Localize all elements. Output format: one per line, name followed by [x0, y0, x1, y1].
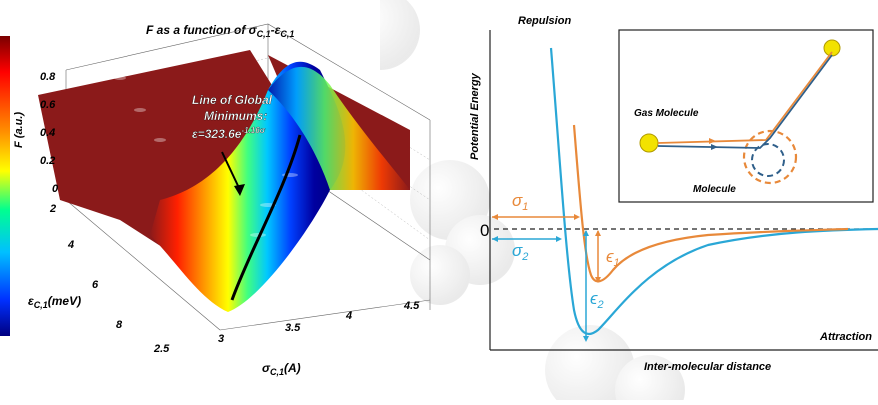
- x-tick: 4: [345, 310, 352, 322]
- trajectory-orange: [657, 51, 833, 144]
- global-minimum-line: [230, 134, 302, 301]
- trajectory-blue: [657, 54, 833, 149]
- molecule-outer-circle: [742, 129, 798, 185]
- y-tick: 2: [49, 203, 56, 215]
- x-tick: 3: [218, 333, 224, 345]
- z-axis-label: F (a.u.): [13, 112, 25, 148]
- attraction-label: Attraction: [819, 331, 872, 343]
- surface-plot-panel: F as a function of σC,1-εC,1: [0, 23, 431, 377]
- y-axis-label: Potential Energy: [469, 72, 481, 160]
- y-axis-label: εC,1(meV): [28, 294, 81, 310]
- x-axis-label: σC,1(A): [262, 361, 301, 377]
- potential-energy-panel: Repulsion Attraction Potential Energy In…: [448, 0, 878, 400]
- z-tick: 0: [52, 183, 59, 195]
- annotation-arrow-head: [234, 184, 245, 196]
- potential-energy-diagram: Repulsion Attraction Potential Energy In…: [469, 15, 878, 373]
- sigma2-label: σ2: [512, 241, 528, 263]
- z-axis-ticks: 0.8 0.6 0.4 0.2 0: [40, 71, 59, 195]
- epsilon2-arrow-bottom: [583, 336, 589, 342]
- molecule-inner-circle: [751, 143, 785, 177]
- annotation-line1: Line of Global: [192, 93, 273, 107]
- epsilon1-arrow-bottom: [595, 277, 601, 283]
- potential-curve-2: [549, 47, 878, 335]
- sigma2-arrow-left: [492, 236, 498, 242]
- z-tick: 0.4: [40, 127, 55, 139]
- x-tick: 3.5: [285, 322, 301, 334]
- plot-title: F as a function of σC,1-εC,1: [146, 23, 294, 39]
- epsilon1-label: ϵ1: [606, 247, 620, 269]
- zero-label: 0: [480, 221, 489, 240]
- repulsion-label: Repulsion: [518, 15, 571, 27]
- annotation-arrow: [221, 151, 241, 191]
- trajectory-blue-arrow: [711, 144, 718, 150]
- annotation-line2: Minimums:: [204, 109, 267, 123]
- y-tick: 4: [67, 239, 74, 251]
- gas-molecule-ball: [639, 133, 659, 153]
- sigma1-label: σ1: [512, 191, 528, 213]
- x-tick: 2.5: [153, 343, 170, 355]
- surface-valley: [150, 61, 346, 312]
- inset-box: [618, 29, 874, 203]
- potential-curve-1: [572, 124, 849, 283]
- z-tick: 0.2: [40, 155, 55, 167]
- trajectory-orange-arrow: [709, 138, 716, 144]
- epsilon1-arrow-top: [595, 230, 601, 236]
- sigma2-arrow-right: [556, 236, 562, 242]
- surface-plot: F as a function of σC,1-εC,1: [0, 23, 431, 377]
- y-tick: 8: [116, 319, 123, 331]
- scattered-ball: [823, 39, 841, 57]
- annotation-equation: ε=323.6e-1.16σ: [192, 126, 266, 141]
- z-tick: 0.8: [40, 71, 56, 83]
- sigma1-arrow-right: [574, 214, 580, 220]
- colorbar: [0, 36, 10, 336]
- epsilon2-arrow-top: [583, 230, 589, 236]
- surface-right-ridge: [268, 66, 410, 190]
- x-tick: 4.5: [403, 300, 420, 312]
- molecule-label: Molecule: [693, 184, 736, 195]
- y-axis-ticks: 2 4 6 8: [49, 203, 123, 331]
- gas-molecule-label: Gas Molecule: [634, 108, 699, 119]
- epsilon2-label: ϵ2: [590, 289, 604, 311]
- x-axis-ticks: 2.5 3 3.5 4 4.5: [153, 300, 420, 355]
- y-tick: 6: [92, 279, 99, 291]
- sigma1-arrow-left: [492, 214, 498, 220]
- z-tick: 0.6: [40, 99, 56, 111]
- x-axis-label: Inter-molecular distance: [644, 361, 771, 373]
